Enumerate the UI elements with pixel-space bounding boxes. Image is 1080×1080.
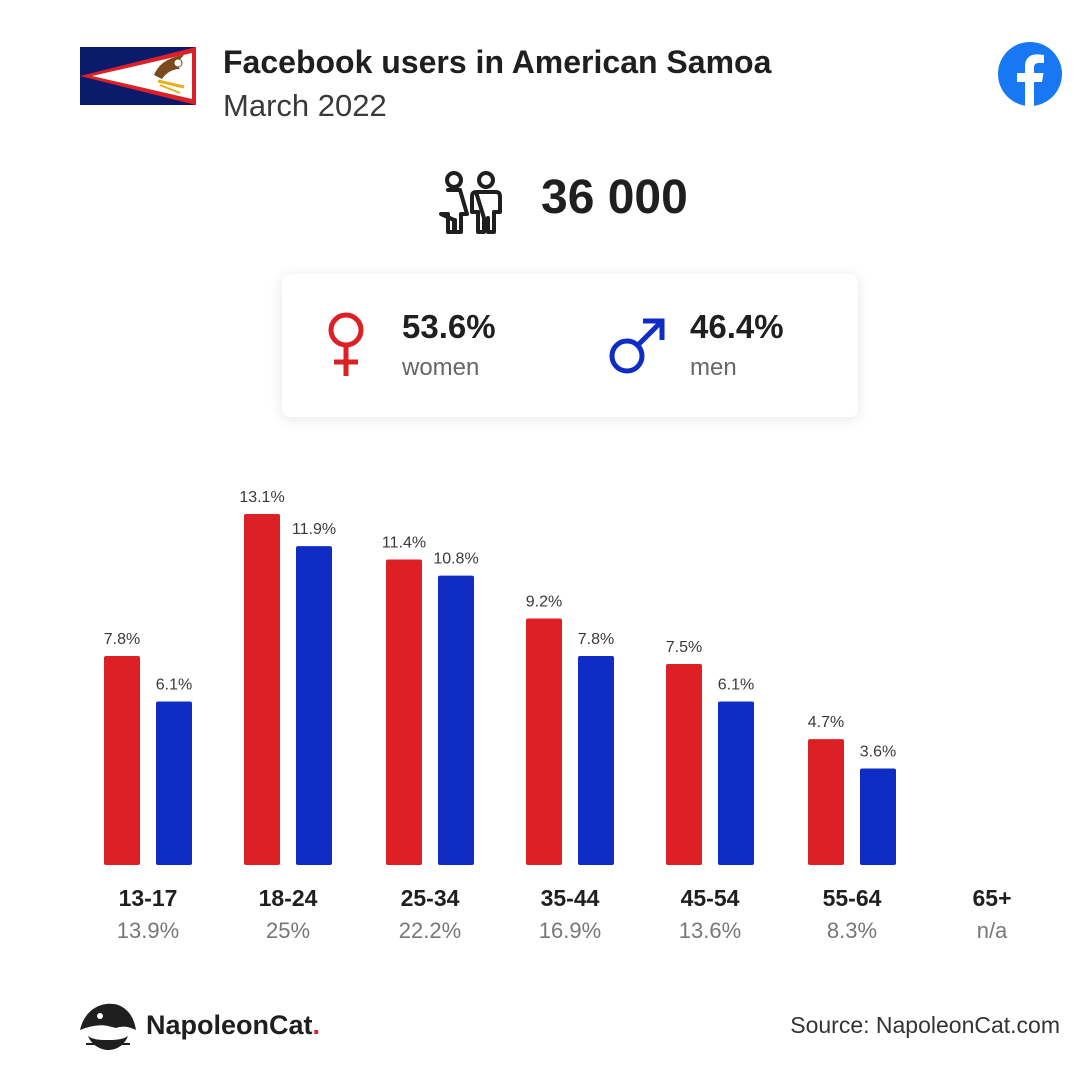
bar-women-55-64	[808, 739, 844, 865]
american-samoa-flag-icon	[80, 47, 196, 105]
page-subtitle: March 2022	[223, 88, 387, 123]
category-total-55-64: 8.3%	[827, 918, 877, 943]
data-label-men-18-24: 11.9%	[292, 521, 336, 538]
category-total-45-54: 13.6%	[679, 918, 741, 943]
female-share-label: women	[402, 354, 480, 381]
users-icon	[439, 171, 502, 234]
bar-women-35-44	[526, 618, 562, 865]
category-label-18-24: 18-24	[259, 885, 318, 911]
category-total-18-24: 25%	[266, 918, 310, 943]
brand-name: NapoleonCat.	[146, 1010, 320, 1041]
male-share-value: 46.4%	[690, 308, 784, 345]
bar-women-45-54	[666, 664, 702, 865]
male-share-label: men	[690, 354, 737, 381]
female-symbol-icon	[328, 312, 364, 376]
page-title: Facebook users in American Samoa	[223, 44, 772, 80]
bar-men-13-17	[156, 701, 192, 865]
bar-women-13-17	[104, 656, 140, 865]
category-total-13-17: 13.9%	[117, 918, 179, 943]
category-label-55-64: 55-64	[823, 885, 882, 911]
data-label-women-35-44: 9.2%	[526, 593, 562, 610]
category-total-65+: n/a	[977, 918, 1008, 943]
category-label-35-44: 35-44	[541, 885, 600, 911]
brand-name-dot: .	[312, 1010, 321, 1040]
data-label-men-55-64: 3.6%	[860, 744, 896, 761]
data-label-men-25-34: 10.8%	[433, 551, 478, 568]
category-total-25-34: 22.2%	[399, 918, 461, 943]
brand-name-text: NapoleonCat	[146, 1010, 313, 1040]
category-label-25-34: 25-34	[401, 885, 460, 911]
data-label-men-45-54: 6.1%	[718, 677, 754, 694]
data-label-women-25-34: 11.4%	[382, 535, 426, 552]
source-credit: Source: NapoleonCat.com	[790, 1012, 1060, 1038]
male-symbol-icon	[609, 318, 665, 374]
female-share-value: 53.6%	[402, 308, 496, 345]
data-label-women-55-64: 4.7%	[808, 714, 844, 731]
facebook-icon	[998, 42, 1062, 106]
total-users-value: 36 000	[541, 171, 688, 224]
category-label-45-54: 45-54	[681, 885, 740, 911]
category-label-65+: 65+	[972, 885, 1011, 911]
bar-men-18-24	[296, 546, 332, 865]
bar-men-35-44	[578, 656, 614, 865]
data-label-men-13-17: 6.1%	[156, 677, 192, 694]
bar-men-45-54	[718, 701, 754, 865]
bar-men-55-64	[860, 768, 896, 865]
category-total-35-44: 16.9%	[539, 918, 601, 943]
category-label-13-17: 13-17	[119, 885, 178, 911]
napoleoncat-logo-icon	[80, 1003, 136, 1050]
data-label-women-45-54: 7.5%	[666, 639, 702, 656]
bar-women-25-34	[386, 559, 422, 865]
data-label-men-35-44: 7.8%	[578, 631, 614, 648]
age-gender-bar-chart: 7.8% 6.1% 13-17 13.9% 13.1% 11.9% 18-24 25% 11.4…	[104, 489, 1012, 943]
bar-women-18-24	[244, 514, 280, 865]
data-label-women-18-24: 13.1%	[239, 489, 284, 506]
gender-split-card: 53.6% women 46.4% men	[282, 274, 858, 417]
data-label-women-13-17: 7.8%	[104, 631, 140, 648]
bar-men-25-34	[438, 575, 474, 865]
